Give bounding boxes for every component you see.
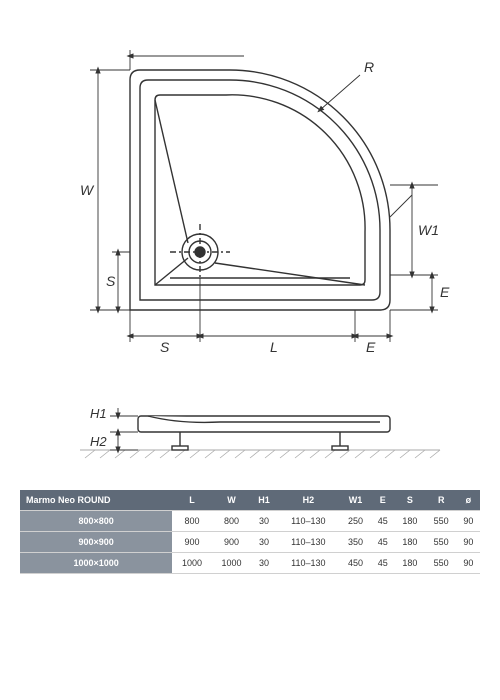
table-cell: 550 [426, 532, 457, 553]
technical-drawing: W S S L E E W1 R [20, 20, 480, 480]
table-col-header: R [426, 490, 457, 511]
dim-label-w: W [80, 182, 95, 198]
table-cell: 90 [457, 553, 480, 574]
table-cell: 550 [426, 511, 457, 532]
table-row: 1000×10001000100030110–1304504518055090 [20, 553, 480, 574]
table-cell: 800 [212, 511, 252, 532]
table-col-header: H1 [251, 490, 277, 511]
table-cell: 30 [251, 532, 277, 553]
table-cell: 90 [457, 511, 480, 532]
dim-label-eh: E [366, 339, 376, 355]
dim-label-l: L [270, 339, 278, 355]
dim-label-w1: W1 [418, 222, 439, 238]
table-cell: 180 [394, 511, 425, 532]
table-cell: 900 [212, 532, 252, 553]
table-cell: 180 [394, 532, 425, 553]
table-col-header: W1 [340, 490, 371, 511]
table-cell: 800 [172, 511, 212, 532]
table-cell: 90 [457, 532, 480, 553]
table-cell: 250 [340, 511, 371, 532]
table-title: Marmo Neo ROUND [20, 490, 172, 511]
table-cell: 350 [340, 532, 371, 553]
table-col-header: L [172, 490, 212, 511]
table-col-header: ø [457, 490, 480, 511]
table-cell: 45 [371, 553, 394, 574]
table-cell: 45 [371, 511, 394, 532]
table-col-header: E [371, 490, 394, 511]
table-cell: 1000 [212, 553, 252, 574]
table-cell: 30 [251, 511, 277, 532]
table-cell: 30 [251, 553, 277, 574]
table-col-header: W [212, 490, 252, 511]
table-row-header: 900×900 [20, 532, 172, 553]
table-cell: 900 [172, 532, 212, 553]
table-row-header: 800×800 [20, 511, 172, 532]
table-row-header: 1000×1000 [20, 553, 172, 574]
table-col-header: H2 [277, 490, 340, 511]
table-cell: 180 [394, 553, 425, 574]
table-cell: 110–130 [277, 511, 340, 532]
dim-label-r: R [364, 59, 374, 75]
dim-label-h2: H2 [90, 434, 107, 449]
dim-label-sh: S [160, 339, 170, 355]
table-cell: 1000 [172, 553, 212, 574]
table-cell: 110–130 [277, 532, 340, 553]
dim-label-ev: E [440, 284, 450, 300]
table-cell: 550 [426, 553, 457, 574]
table-cell: 45 [371, 532, 394, 553]
dim-label-sv: S [106, 273, 116, 289]
table-row: 900×90090090030110–1303504518055090 [20, 532, 480, 553]
table-col-header: S [394, 490, 425, 511]
dimensions-table: Marmo Neo ROUNDLWH1H2W1ESRø 800×80080080… [20, 490, 480, 574]
table-cell: 110–130 [277, 553, 340, 574]
table-cell: 450 [340, 553, 371, 574]
dim-label-h1: H1 [90, 406, 107, 421]
table-row: 800×80080080030110–1302504518055090 [20, 511, 480, 532]
